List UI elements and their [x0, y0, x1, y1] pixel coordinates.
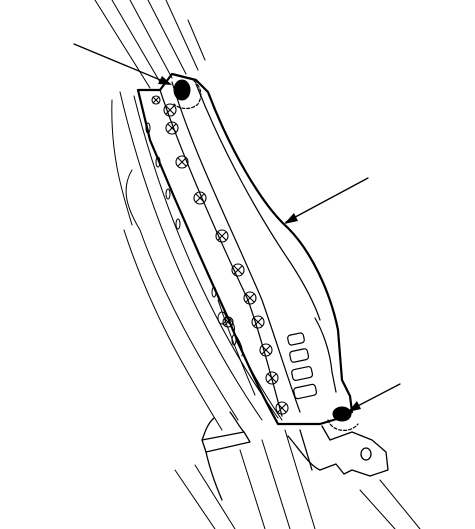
fastener-marker — [193, 191, 207, 205]
fastener-marker — [222, 316, 234, 328]
fastener-marker — [231, 263, 245, 277]
upper-clip — [173, 77, 202, 110]
leader-line-trim-panel — [285, 177, 369, 223]
fastener-marker — [175, 155, 189, 169]
arrowhead-lower-clip — [348, 401, 361, 412]
fastener-marker — [265, 371, 279, 385]
panel-vent-slots — [287, 332, 318, 400]
fastener-marker — [259, 343, 273, 357]
leader-line-upper-clip — [73, 43, 171, 85]
leader-arrowheads — [158, 76, 361, 412]
lower-bracket — [287, 425, 389, 477]
fastener-marker — [151, 95, 161, 105]
lower-clip — [327, 406, 359, 431]
fastener-marker — [243, 291, 257, 305]
pillar-structure-lines — [94, 0, 421, 529]
fastener-marker — [275, 401, 289, 415]
arrowhead-trim-panel — [284, 213, 298, 224]
fastener-marker — [215, 229, 229, 243]
fastener-marker — [163, 103, 177, 117]
arrowhead-upper-clip — [158, 76, 172, 85]
fastener-markers — [151, 95, 289, 415]
trim-panel — [136, 72, 354, 426]
fastener-marker — [251, 315, 265, 329]
left-bracket — [201, 411, 251, 501]
fastener-marker — [165, 121, 179, 135]
